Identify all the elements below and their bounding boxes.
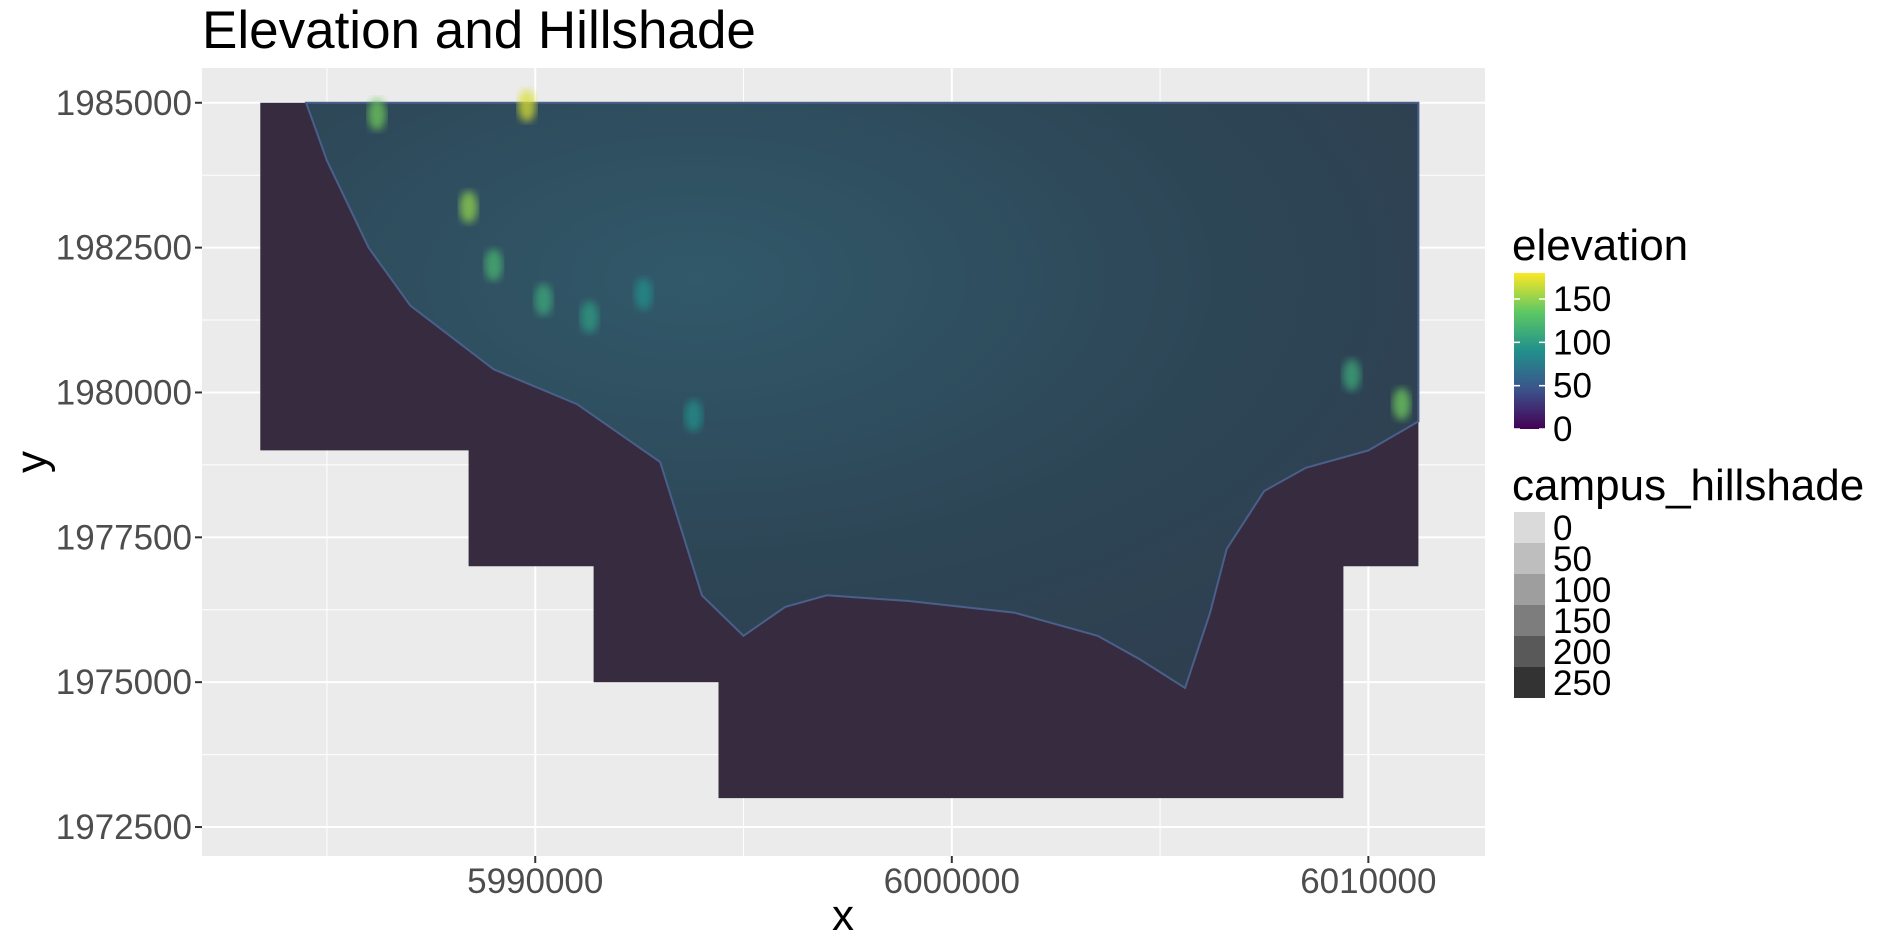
- y-tick-label: 1982500: [56, 229, 192, 268]
- legend-elevation: elevation 0 50 100 150: [1512, 221, 1688, 449]
- x-axis-ticks: 5990000 6000000 6010000: [467, 856, 1436, 901]
- terrain-highlight: [534, 283, 553, 316]
- terrain-highlight: [634, 277, 653, 310]
- elevation-colorbar: [1514, 273, 1545, 429]
- terrain-highlight: [367, 98, 386, 131]
- hillshade-key: [1514, 667, 1545, 698]
- elevation-colorbar-ticks: 0 50 100 150: [1514, 280, 1611, 449]
- hillshade-legend-label: 200: [1553, 633, 1611, 672]
- elevation-legend-label: 50: [1553, 367, 1592, 406]
- elevation-raster: [260, 89, 1420, 799]
- y-tick-label: 1972500: [56, 808, 192, 847]
- chart-title: Elevation and Hillshade: [202, 1, 756, 60]
- x-tick-label: 6010000: [1300, 862, 1436, 901]
- terrain-highlight: [684, 399, 703, 432]
- y-tick-label: 1980000: [56, 373, 192, 412]
- hillshade-key: [1514, 574, 1545, 605]
- terrain-highlight: [1392, 388, 1411, 421]
- hillshade-legend-label: 150: [1553, 602, 1611, 641]
- hillshade-legend-label: 250: [1553, 664, 1611, 703]
- hillshade-key: [1514, 636, 1545, 667]
- hillshade-key: [1514, 605, 1545, 636]
- hillshade-legend-label: 0: [1553, 509, 1572, 548]
- hillshade-key: [1514, 543, 1545, 574]
- hillshade-key: [1514, 512, 1545, 543]
- terrain-highlight: [1342, 359, 1361, 392]
- y-tick-label: 1977500: [56, 518, 192, 557]
- legend-elevation-title: elevation: [1512, 221, 1688, 270]
- x-tick-label: 6000000: [884, 862, 1020, 901]
- elevation-legend-label: 150: [1553, 280, 1611, 319]
- elevation-legend-label: 100: [1553, 323, 1611, 362]
- y-tick-label: 1975000: [56, 663, 192, 702]
- land-elevation: [304, 101, 1420, 690]
- x-axis-title: x: [832, 891, 854, 940]
- x-tick-label: 5990000: [467, 862, 603, 901]
- terrain-highlight: [484, 249, 503, 281]
- hillshade-legend-label: 50: [1553, 540, 1592, 579]
- hillshade-legend-label: 100: [1553, 571, 1611, 610]
- terrain-highlight: [459, 191, 478, 224]
- terrain-highlight: [517, 89, 536, 122]
- y-axis-title: y: [7, 451, 56, 473]
- y-tick-label: 1985000: [56, 84, 192, 123]
- legend-hillshade-title: campus_hillshade: [1512, 461, 1864, 510]
- terrain-highlights: [367, 89, 1411, 432]
- elevation-legend-label: 0: [1553, 410, 1572, 449]
- terrain-highlight: [580, 301, 599, 334]
- y-axis-ticks: 1972500 1975000 1977500 1980000 1982500 19850…: [56, 84, 202, 847]
